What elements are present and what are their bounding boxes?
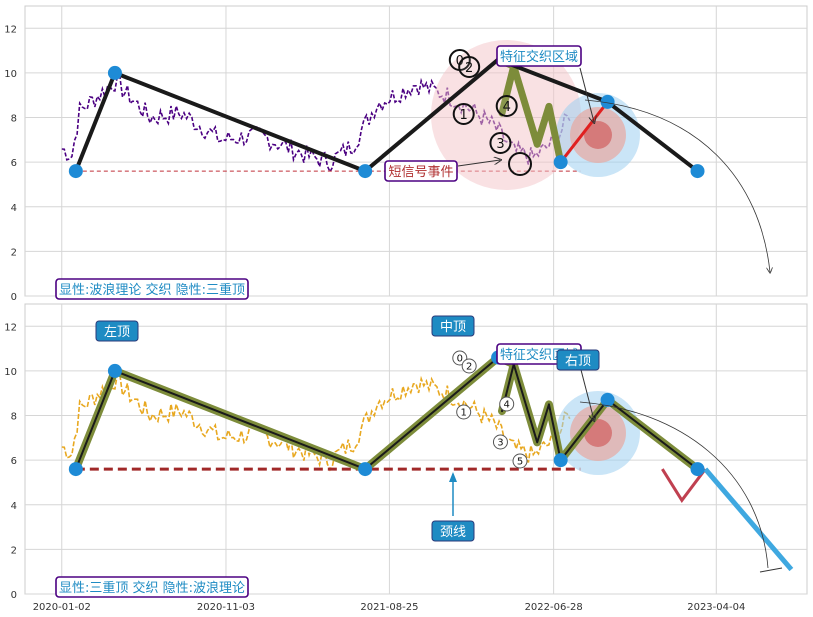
middle-top-text: 中顶 [440, 320, 466, 335]
wave-label: 3 [489, 132, 512, 154]
y-tick-label: 2 [11, 545, 17, 556]
x-tick-label: 2021-08-25 [360, 602, 418, 613]
pattern-node [358, 462, 373, 477]
top-zone-annotation: 特征交织区域 [496, 45, 594, 122]
y-tick-label: 10 [4, 69, 17, 80]
neckline-text: 颈线 [440, 525, 466, 540]
pattern-node [553, 453, 568, 468]
wave-node [68, 164, 83, 179]
bottom-caption-text: 显性:三重顶 交织 隐性:波浪理论 [59, 580, 245, 596]
wave-label-text: 2 [466, 362, 472, 373]
wave-label-text: 5 [517, 457, 523, 468]
y-tick-label: 12 [4, 24, 17, 35]
right-top-label: 右顶 [556, 349, 600, 371]
wave-node [107, 65, 122, 80]
wave-end-ring [508, 152, 533, 176]
top-y-ticks: 0 2 4 6 8 10 12 [4, 24, 17, 303]
pattern-node [68, 462, 83, 477]
y-tick-label: 12 [4, 322, 17, 333]
wave-node [600, 94, 615, 109]
top-plot-area [24, 5, 808, 297]
y-tick-label: 6 [11, 456, 17, 467]
wave-label-text: 1 [461, 408, 467, 419]
wave-label: 2 [458, 56, 481, 78]
middle-top-label: 中顶 [431, 315, 475, 337]
right-top-text: 右顶 [565, 354, 591, 369]
bottom-target-mark [759, 567, 783, 573]
bottom-price-line [61, 372, 571, 472]
wave-label-text: 3 [496, 137, 504, 152]
left-top-label: 左顶 [95, 320, 139, 342]
top-wave-nodes [68, 65, 705, 179]
pattern-node [690, 462, 705, 477]
y-tick-label: 6 [11, 158, 17, 169]
wave-label: 5 [512, 453, 528, 469]
y-tick-label: 4 [11, 203, 17, 214]
wave-node [690, 164, 705, 179]
wave-node [553, 155, 568, 170]
wave-label: 1 [452, 103, 475, 125]
wave-label-text: 0 [457, 354, 463, 365]
bottom-y-ticks: 0 2 4 6 8 10 12 [4, 322, 17, 601]
y-tick-label: 8 [11, 114, 17, 125]
pattern-node [600, 392, 615, 407]
bottom-plot-area [24, 303, 808, 595]
y-tick-label: 0 [11, 590, 17, 601]
wave-label-text: 2 [465, 61, 473, 76]
bottom-caption: 显性:三重顶 交织 隐性:波浪理论 [55, 576, 249, 598]
x-tick-label: 2020-11-03 [197, 602, 255, 613]
wave-label-text: 4 [503, 100, 511, 115]
wave-label: 4 [499, 396, 515, 412]
bottom-pattern-line [74, 356, 699, 471]
y-tick-label: 10 [4, 367, 17, 378]
left-top-text: 左顶 [104, 325, 130, 340]
top-short-signal-annotation: 短信号事件 [384, 160, 500, 182]
neckline-label: 颈线 [431, 472, 475, 542]
x-tick-label: 2023-04-04 [687, 602, 745, 613]
wave-label-text: 4 [504, 400, 510, 411]
wave-label: 3 [492, 434, 508, 450]
x-tick-label: 2020-01-02 [33, 602, 91, 613]
x-tick-label: 2022-06-28 [525, 602, 583, 613]
wave-label: 4 [495, 95, 518, 117]
top-panel: 0 2 4 6 8 10 12 0 2 1 3 4 特征交织区域 短信号事件 显性:波浪理论 交织 … [4, 5, 808, 303]
wave-node [358, 164, 373, 179]
wave-label: 1 [456, 404, 472, 420]
y-tick-label: 2 [11, 247, 17, 258]
top-caption: 显性:波浪理论 交织 隐性:三重顶 [55, 278, 249, 300]
bottom-forecast-target [703, 467, 794, 572]
bottom-forecast-down [661, 468, 707, 503]
top-wave-line [73, 57, 699, 174]
bottom-forecast-arrow [579, 401, 769, 569]
top-red-segment [559, 101, 609, 164]
y-tick-label: 4 [11, 501, 17, 512]
pattern-node [107, 363, 122, 378]
x-axis-ticks: 2020-01-02 2020-11-03 2021-08-25 2022-06-28… [33, 602, 746, 613]
bottom-wave-labels: 02 1 3 4 5 [452, 350, 528, 469]
top-forecast-arrow [584, 99, 770, 272]
y-tick-label: 0 [11, 292, 17, 303]
top-short-signal-text: 短信号事件 [388, 165, 453, 180]
top-zone-core [584, 121, 612, 149]
wave-label-text: 3 [497, 438, 503, 449]
wave-label: 2 [461, 358, 477, 374]
top-zone-annotation-text: 特征交织区域 [500, 49, 578, 65]
wave-label-text: 1 [460, 108, 468, 123]
y-tick-label: 8 [11, 412, 17, 423]
top-caption-text: 显性:波浪理论 交织 隐性:三重顶 [59, 282, 245, 298]
